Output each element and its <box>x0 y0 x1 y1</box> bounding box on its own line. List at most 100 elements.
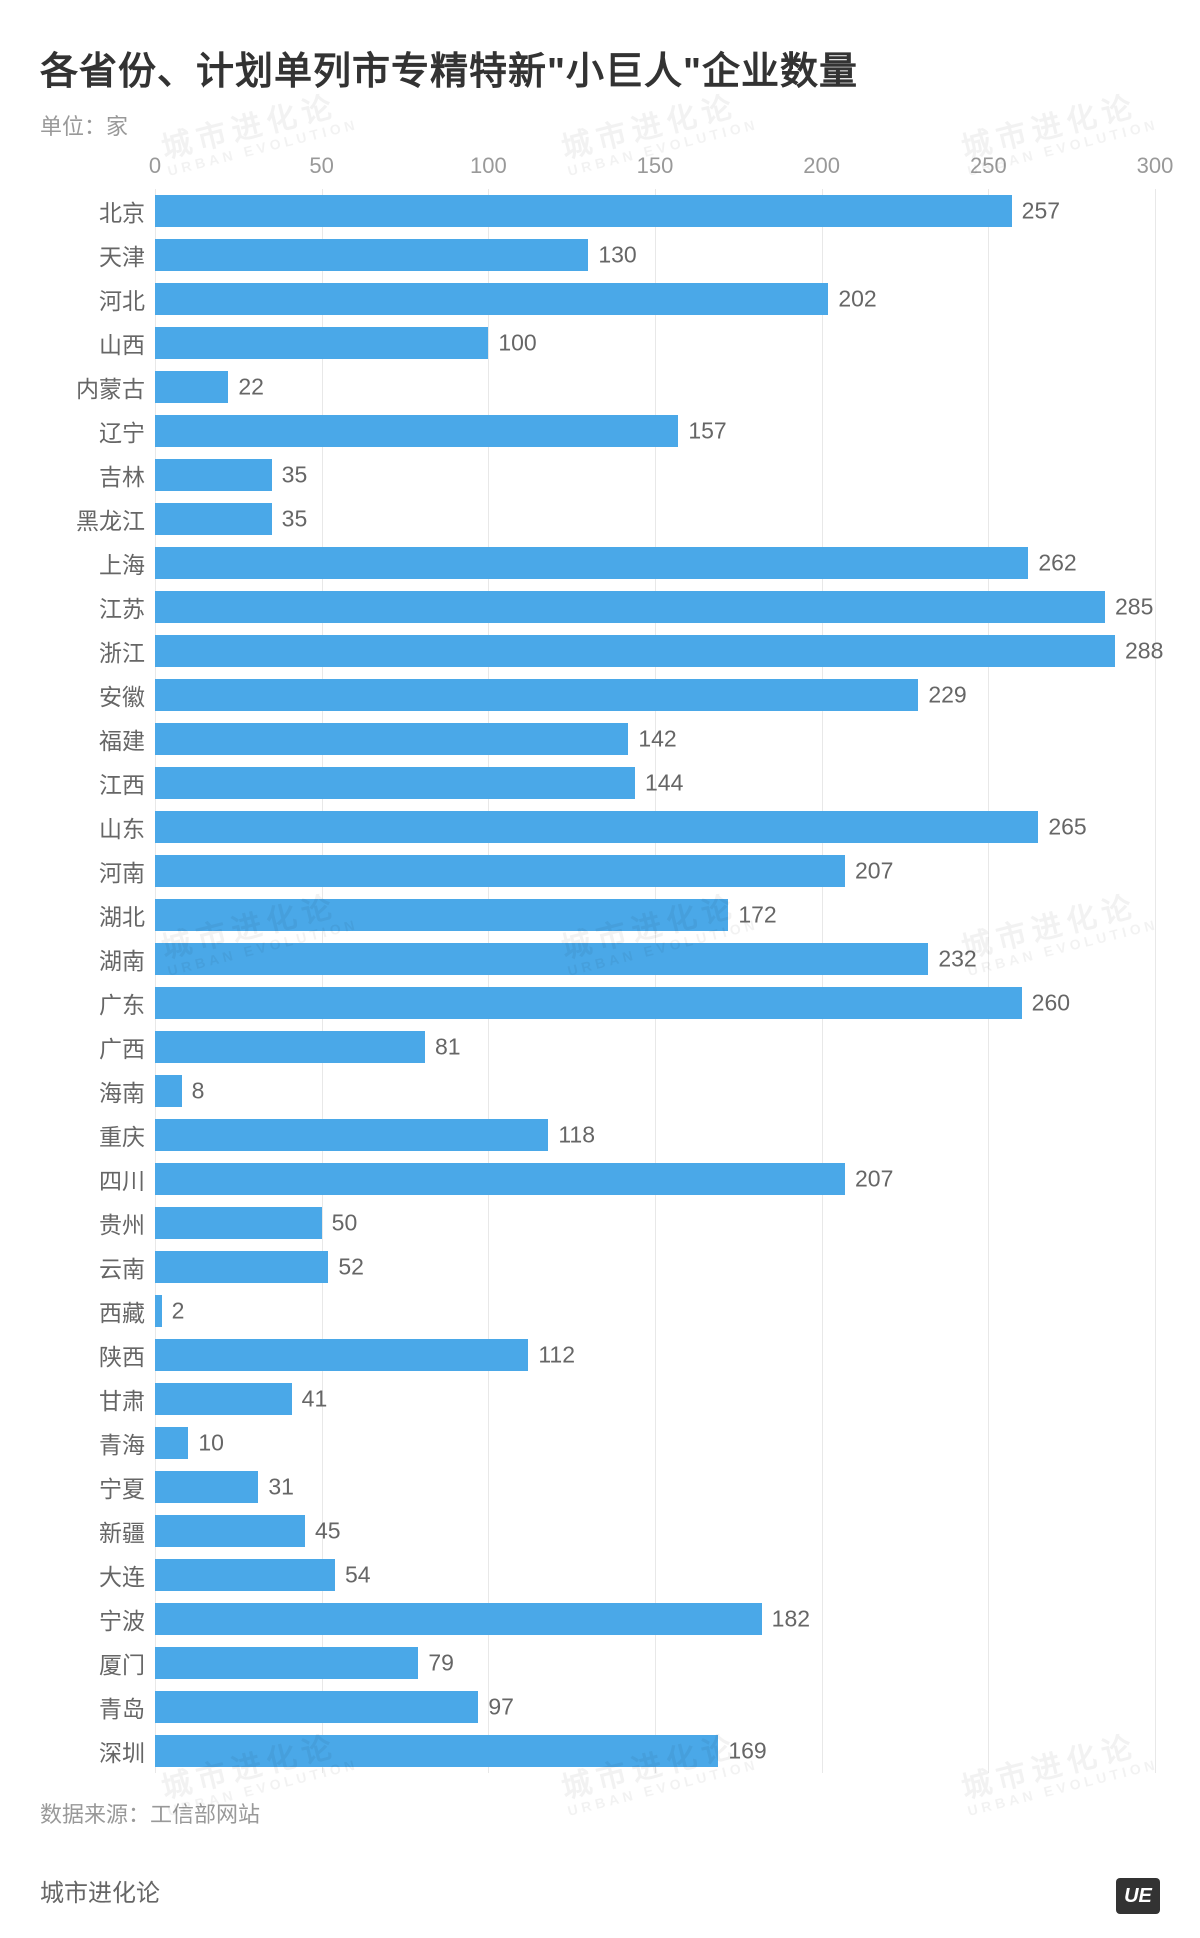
value-label: 54 <box>345 1562 371 1589</box>
value-label: 207 <box>855 858 893 885</box>
bar-row: 浙江288 <box>155 629 1155 673</box>
value-label: 288 <box>1125 638 1163 665</box>
bar <box>155 283 828 315</box>
bar-row: 厦门79 <box>155 1641 1155 1685</box>
bar-row: 广西81 <box>155 1025 1155 1069</box>
category-label: 吉林 <box>37 458 145 492</box>
category-label: 宁夏 <box>37 1470 145 1504</box>
bar <box>155 635 1115 667</box>
bar-rows: 北京257天津130河北202山西100内蒙古22辽宁157吉林35黑龙江35上… <box>155 189 1155 1773</box>
bar-row: 深圳169 <box>155 1729 1155 1773</box>
bar <box>155 987 1022 1019</box>
value-label: 31 <box>268 1474 294 1501</box>
bar-row: 青岛97 <box>155 1685 1155 1729</box>
category-label: 宁波 <box>37 1602 145 1636</box>
x-tick-label: 150 <box>637 153 674 179</box>
bar <box>155 371 228 403</box>
value-label: 257 <box>1022 198 1060 225</box>
bar-row: 北京257 <box>155 189 1155 233</box>
chart-container: 050100150200250300 北京257天津130河北202山西100内… <box>40 153 1160 1773</box>
value-label: 100 <box>498 330 536 357</box>
bar-row: 宁波182 <box>155 1597 1155 1641</box>
category-label: 江西 <box>37 766 145 800</box>
bar <box>155 1427 188 1459</box>
category-label: 贵州 <box>37 1206 145 1240</box>
value-label: 202 <box>838 286 876 313</box>
value-label: 260 <box>1032 990 1070 1017</box>
unit-label: 单位：家 <box>40 109 1160 141</box>
bar <box>155 811 1038 843</box>
data-source: 数据来源：工信部网站 <box>40 1797 1160 1829</box>
value-label: 35 <box>282 506 308 533</box>
bar-row: 云南52 <box>155 1245 1155 1289</box>
bar-row: 甘肃41 <box>155 1377 1155 1421</box>
bar <box>155 1383 292 1415</box>
category-label: 浙江 <box>37 634 145 668</box>
bar-row: 吉林35 <box>155 453 1155 497</box>
x-tick-label: 0 <box>149 153 161 179</box>
bar <box>155 1471 258 1503</box>
value-label: 169 <box>728 1738 766 1765</box>
category-label: 四川 <box>37 1162 145 1196</box>
category-label: 内蒙古 <box>37 370 145 404</box>
value-label: 35 <box>282 462 308 489</box>
bar-row: 广东260 <box>155 981 1155 1025</box>
category-label: 厦门 <box>37 1646 145 1680</box>
bar-row: 青海10 <box>155 1421 1155 1465</box>
bar-row: 江苏285 <box>155 585 1155 629</box>
category-label: 广西 <box>37 1030 145 1064</box>
category-label: 山西 <box>37 326 145 360</box>
category-label: 陕西 <box>37 1338 145 1372</box>
category-label: 黑龙江 <box>37 502 145 536</box>
bar-row: 河南207 <box>155 849 1155 893</box>
bar-row: 湖北172 <box>155 893 1155 937</box>
bar <box>155 547 1028 579</box>
bar <box>155 723 628 755</box>
bar-row: 天津130 <box>155 233 1155 277</box>
bar-row: 福建142 <box>155 717 1155 761</box>
bar <box>155 503 272 535</box>
bar <box>155 1163 845 1195</box>
value-label: 182 <box>772 1606 810 1633</box>
bar <box>155 1119 548 1151</box>
bar <box>155 591 1105 623</box>
bar-row: 内蒙古22 <box>155 365 1155 409</box>
value-label: 262 <box>1038 550 1076 577</box>
bar <box>155 1075 182 1107</box>
bar <box>155 195 1012 227</box>
value-label: 207 <box>855 1166 893 1193</box>
category-label: 湖北 <box>37 898 145 932</box>
value-label: 50 <box>332 1210 358 1237</box>
value-label: 130 <box>598 242 636 269</box>
x-tick-label: 250 <box>970 153 1007 179</box>
x-tick-label: 100 <box>470 153 507 179</box>
value-label: 81 <box>435 1034 461 1061</box>
bar-row: 安徽229 <box>155 673 1155 717</box>
bar <box>155 899 728 931</box>
bar <box>155 1603 762 1635</box>
x-axis: 050100150200250300 <box>155 153 1155 189</box>
bar-row: 新疆45 <box>155 1509 1155 1553</box>
value-label: 172 <box>738 902 776 929</box>
bar <box>155 327 488 359</box>
category-label: 新疆 <box>37 1514 145 1548</box>
category-label: 上海 <box>37 546 145 580</box>
category-label: 福建 <box>37 722 145 756</box>
category-label: 青岛 <box>37 1690 145 1724</box>
bar-row: 上海262 <box>155 541 1155 585</box>
bar <box>155 1515 305 1547</box>
value-label: 52 <box>338 1254 364 1281</box>
category-label: 云南 <box>37 1250 145 1284</box>
bar <box>155 1207 322 1239</box>
bar <box>155 415 678 447</box>
bar <box>155 855 845 887</box>
value-label: 142 <box>638 726 676 753</box>
category-label: 西藏 <box>37 1294 145 1328</box>
value-label: 10 <box>198 1430 224 1457</box>
bar-row: 山东265 <box>155 805 1155 849</box>
bar-row: 贵州50 <box>155 1201 1155 1245</box>
ue-badge-icon: UE <box>1116 1878 1160 1914</box>
category-label: 青海 <box>37 1426 145 1460</box>
plot-area: 北京257天津130河北202山西100内蒙古22辽宁157吉林35黑龙江35上… <box>155 189 1155 1773</box>
x-tick-label: 200 <box>803 153 840 179</box>
